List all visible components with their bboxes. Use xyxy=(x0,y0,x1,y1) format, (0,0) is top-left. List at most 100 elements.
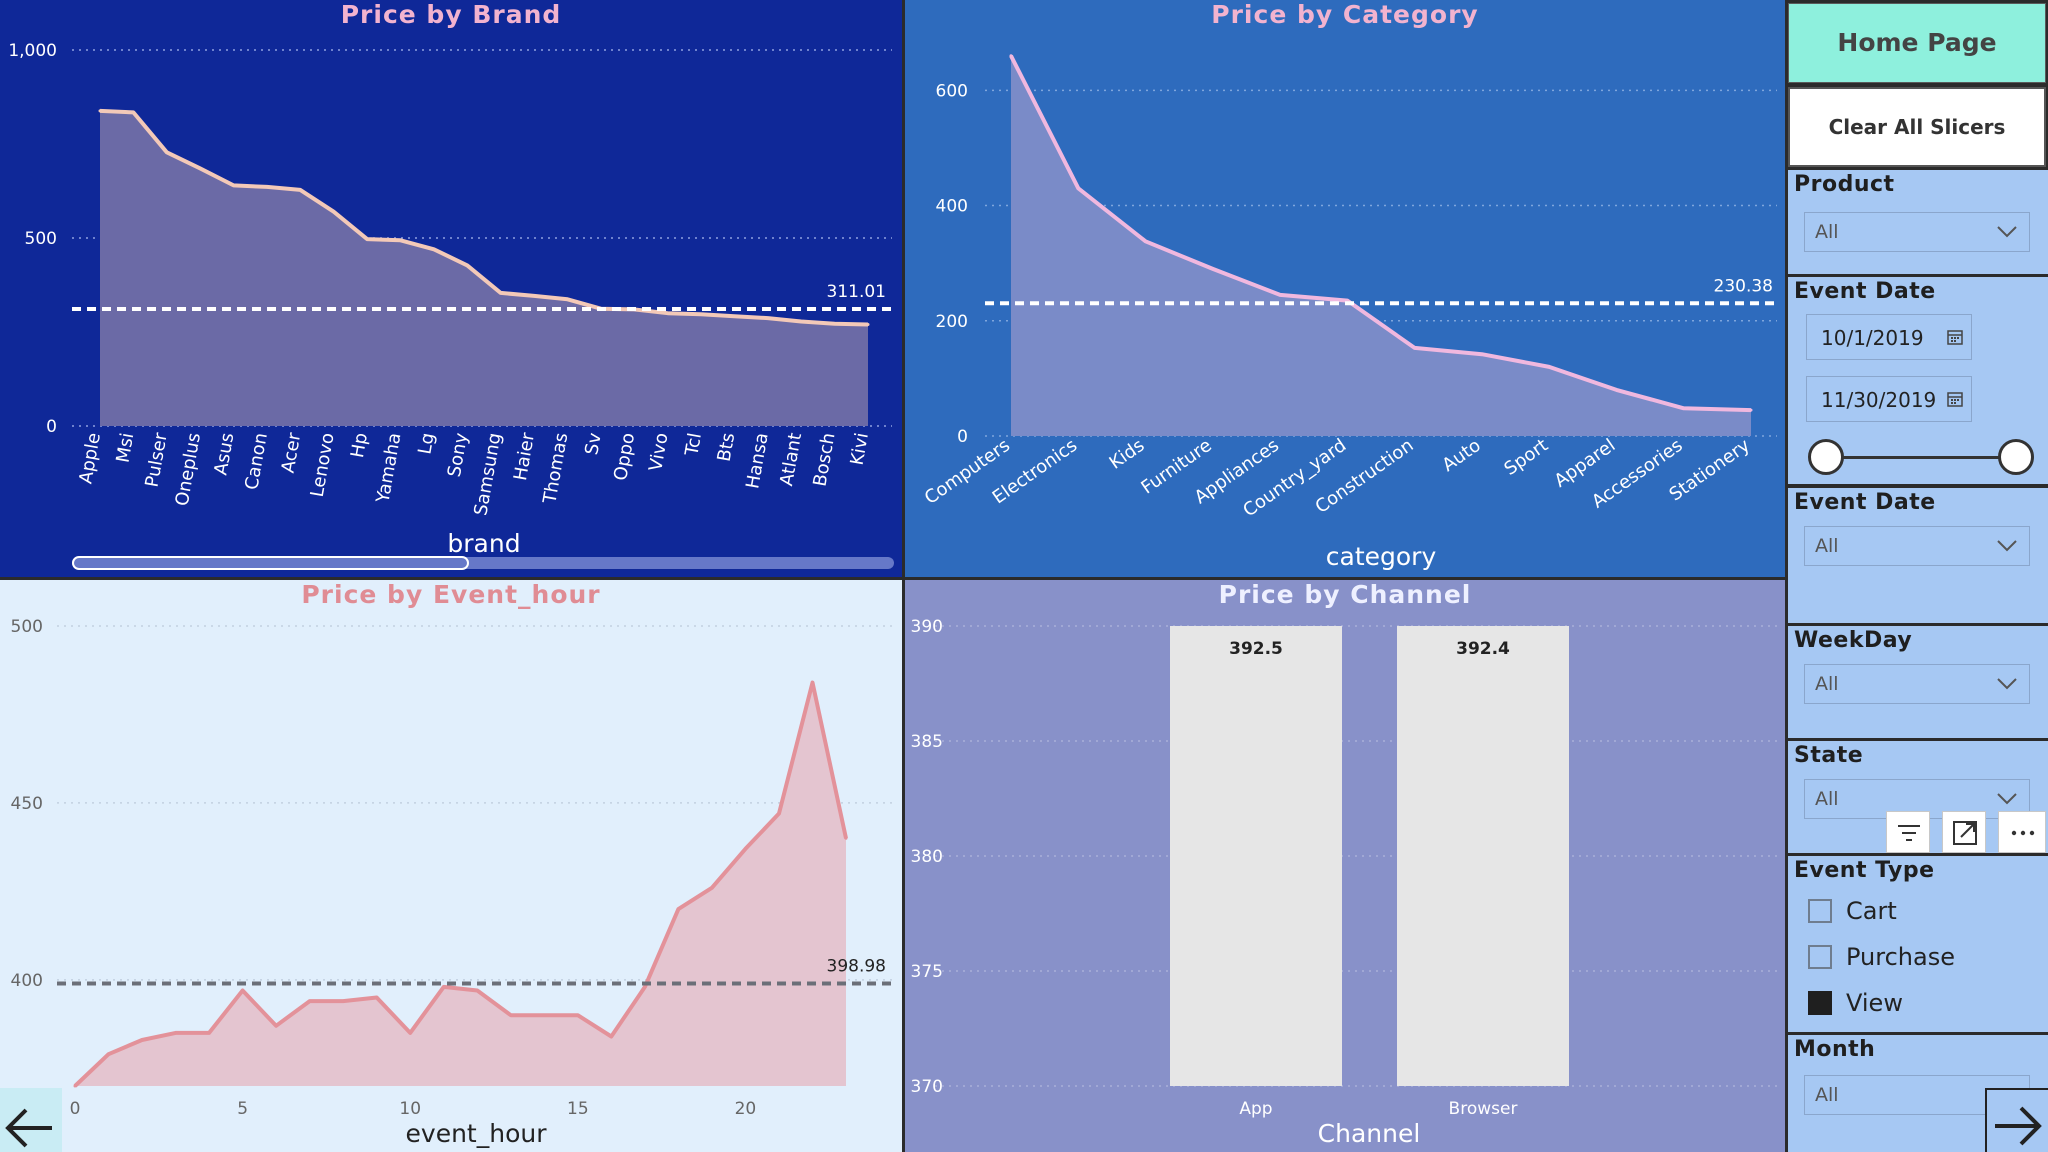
chevron-down-icon xyxy=(1997,540,2017,552)
product-dropdown[interactable]: All xyxy=(1804,212,2030,252)
more-options-icon xyxy=(2011,830,2035,836)
x-tick-label: Bts xyxy=(714,431,740,463)
data-point xyxy=(1076,186,1080,190)
y-tick-label: 0 xyxy=(46,417,57,437)
focus-mode-icon xyxy=(1953,821,1977,845)
cart-checkbox-label[interactable]: Cart xyxy=(1846,897,1897,925)
bar-value-label: 392.4 xyxy=(1456,639,1510,659)
event-type-slicer: Event Type Cart Purchase View xyxy=(1788,856,2048,1032)
horizontal-scrollbar-thumb[interactable] xyxy=(72,556,469,570)
x-tick-label: 20 xyxy=(735,1099,757,1119)
data-point xyxy=(475,988,479,992)
state-slicer: State All xyxy=(1788,741,2048,853)
filter-button[interactable] xyxy=(1886,811,1930,853)
x-tick-label: 0 xyxy=(70,1099,81,1119)
x-tick-label: Asus xyxy=(210,431,238,476)
weekday-dropdown[interactable]: All xyxy=(1804,664,2030,704)
view-checkbox[interactable] xyxy=(1808,991,1832,1015)
data-point xyxy=(866,322,870,326)
x-axis-title: Channel xyxy=(1318,1119,1421,1148)
purchase-checkbox[interactable] xyxy=(1808,945,1832,969)
next-page-button[interactable] xyxy=(1985,1088,2048,1152)
data-point xyxy=(140,1038,144,1042)
visual-header-toolbar xyxy=(1886,811,2048,853)
state-dropdown-value: All xyxy=(1815,788,1839,810)
start-date-input[interactable]: 10/1/2019 xyxy=(1806,314,1972,360)
data-point xyxy=(777,812,781,816)
series-line xyxy=(99,108,869,327)
weekday-dropdown-value: All xyxy=(1815,673,1839,695)
data-point xyxy=(1614,388,1618,392)
x-tick-label: Vivo xyxy=(645,431,672,473)
product-slicer-title: Product xyxy=(1794,172,1895,197)
focus-mode-button[interactable] xyxy=(1942,811,1986,853)
x-tick-label: Acer xyxy=(278,431,306,475)
data-point xyxy=(643,985,647,989)
data-point xyxy=(174,1031,178,1035)
cart-checkbox[interactable] xyxy=(1808,899,1832,923)
data-point xyxy=(766,316,770,320)
channel-chart-svg: 370 375 380 385 390 392.5 App 392.4 Browser Chann… xyxy=(911,617,1780,1148)
x-tick-label: Sv xyxy=(581,431,606,457)
x-tick-label: 5 xyxy=(237,1099,248,1119)
data-point xyxy=(743,847,747,851)
data-point xyxy=(73,1084,77,1088)
data-point xyxy=(542,1013,546,1017)
y-tick-label: 0 xyxy=(957,427,968,447)
series-line xyxy=(1009,54,1752,413)
x-tick-label: Hansa xyxy=(742,431,772,490)
x-tick-label: Kivi xyxy=(847,431,873,467)
x-tick-label: Hp xyxy=(347,431,372,459)
x-tick-label: Kids xyxy=(1106,435,1149,474)
prev-page-button[interactable] xyxy=(0,1088,62,1152)
chevron-down-icon xyxy=(1997,678,2017,690)
date-range-slider-end-handle[interactable] xyxy=(1998,439,2034,475)
more-options-button[interactable] xyxy=(1998,811,2046,853)
x-tick-label: Thomas xyxy=(539,431,572,506)
x-tick-label: Apple xyxy=(75,431,105,485)
event-date-dropdown-value: All xyxy=(1815,535,1839,557)
arrow-right-icon xyxy=(1995,1106,2042,1146)
channel-chart-panel[interactable]: Price by Channel 370 375 380 385 390 392.5 App… xyxy=(905,580,1785,1152)
data-point xyxy=(732,314,736,318)
end-date-input[interactable]: 11/30/2019 xyxy=(1806,376,1972,422)
home-page-button[interactable]: Home Page xyxy=(1788,3,2046,83)
series-line xyxy=(73,680,848,1088)
home-page-button-label: Home Page xyxy=(1837,28,1997,57)
data-point xyxy=(1547,365,1551,369)
hour-chart-panel[interactable]: Price by Event_hour 400 450 500 398.98 0 5 10 1… xyxy=(0,580,902,1152)
purchase-checkbox-label[interactable]: Purchase xyxy=(1846,943,1955,971)
clear-all-slicers-button[interactable]: Clear All Slicers xyxy=(1788,87,2046,167)
x-tick-label: Oppo xyxy=(610,431,639,482)
data-point xyxy=(332,210,336,214)
data-point xyxy=(465,263,469,267)
x-axis-title: category xyxy=(1326,542,1437,571)
event-type-slicer-title: Event Type xyxy=(1794,858,1935,883)
x-axis-title: event_hour xyxy=(406,1119,548,1148)
x-tick-label: Bosch xyxy=(809,431,839,488)
data-point xyxy=(207,1031,211,1035)
x-tick-label: Lenovo xyxy=(307,431,339,499)
date-range-slider-start-handle[interactable] xyxy=(1808,439,1844,475)
data-point xyxy=(532,294,536,298)
data-point xyxy=(710,886,714,890)
x-tick-label: 10 xyxy=(399,1099,421,1119)
data-point xyxy=(432,247,436,251)
product-slicer: Product All xyxy=(1788,170,2048,274)
data-point xyxy=(375,996,379,1000)
y-tick-label: 375 xyxy=(911,962,943,982)
series-area xyxy=(100,110,868,427)
y-tick-label: 600 xyxy=(936,81,968,101)
event-date-dropdown[interactable]: All xyxy=(1804,526,2030,566)
y-tick-label: 200 xyxy=(936,312,968,332)
horizontal-scrollbar-track xyxy=(72,557,894,569)
y-tick-label: 500 xyxy=(11,617,43,637)
clear-all-slicers-label: Clear All Slicers xyxy=(1828,115,2006,139)
brand-chart-panel[interactable]: Price by Brand 0 500 1,000 311.01 Apple Msi Pu… xyxy=(0,0,902,577)
x-tick-label: Samsung xyxy=(470,431,505,517)
category-chart-panel[interactable]: Price by Category 0 200 400 600 230.38 Comput… xyxy=(905,0,1785,577)
data-point xyxy=(1278,293,1282,297)
view-checkbox-label[interactable]: View xyxy=(1846,989,1903,1017)
data-point xyxy=(576,1013,580,1017)
